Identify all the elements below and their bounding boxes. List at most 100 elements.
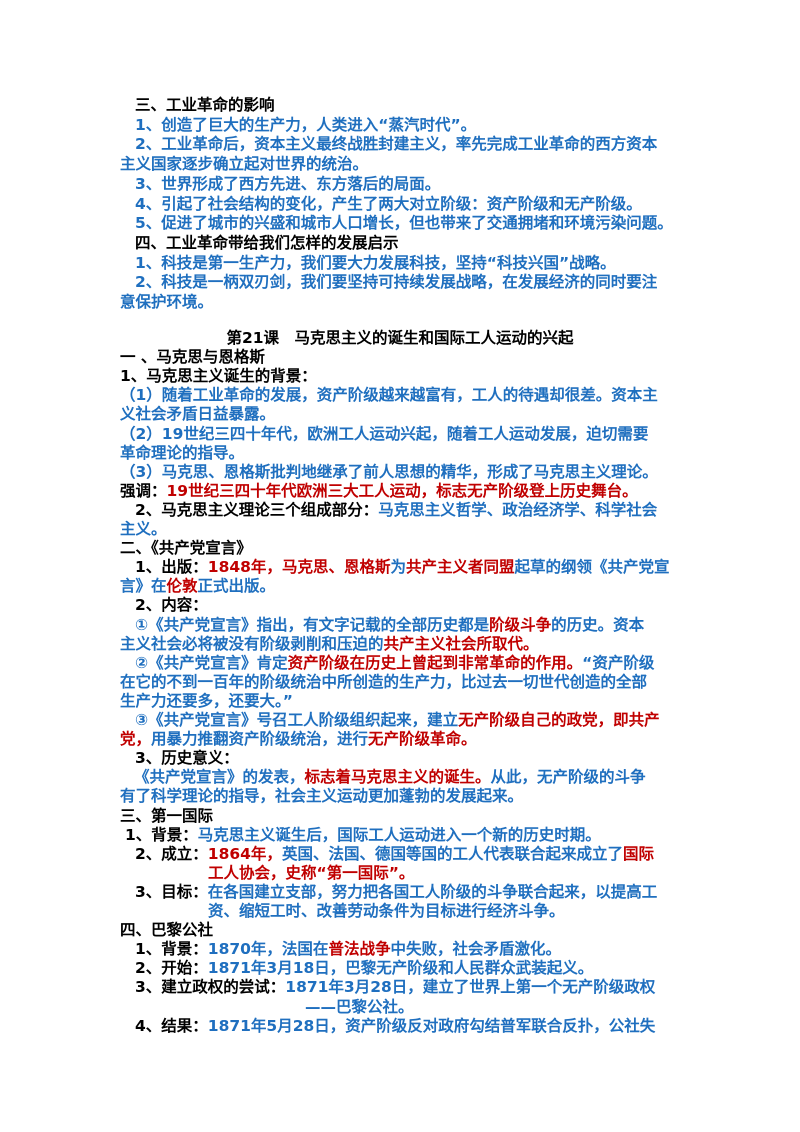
text-run: 1871年5月28日，资产阶级反对政府勾结普军联合反扑，公社失 — [207, 1016, 656, 1035]
text-run: 意保护环境。 — [120, 293, 214, 311]
text-run: ——巴黎公社。 — [305, 997, 414, 1016]
text-line: 2、内容： — [135, 596, 208, 615]
text-line: 3、世界形成了西方先进、东方落后的局面。 — [135, 175, 440, 194]
text-run: 2、成立： — [135, 844, 208, 863]
text-line: 言》在伦敦正式出版。 — [120, 577, 275, 596]
text-run: 无产阶级自己的政党，即共产 — [458, 711, 660, 729]
text-run: 从此，无产阶级的斗争 — [490, 768, 646, 787]
text-run: 工人协会，史称“第一国际”。 — [208, 863, 415, 882]
text-run: 伦敦 — [166, 577, 198, 596]
text-line: 主义。 — [120, 520, 167, 539]
text-line: 2、工业革命后，资本主义最终战胜封建主义，率先完成工业革命的西方资本 — [135, 135, 657, 154]
text-line: 2、马克思主义理论三个组成部分：马克思主义哲学、政治经济学、科学社会 — [135, 501, 657, 520]
text-run: 4、结果： — [135, 1016, 208, 1035]
text-run: 4、引起了社会结构的变化，产生了两大对立阶级：资产阶级和无产阶级。 — [135, 194, 642, 213]
text-run: 马克思主义诞生后，国际工人运动进入一个新的历史时期。 — [197, 825, 601, 844]
text-run: （2）19世纪三四十年代，欧洲工人运动兴起，随着工人运动发展，迫切需要 — [120, 424, 649, 443]
text-line: 主义社会必将被没有阶级剥削和压迫的共产主义社会所取代。 — [120, 635, 539, 654]
text-run: 四、巴黎公社 — [120, 921, 214, 940]
text-run: 3、目标： — [135, 882, 208, 901]
text-run: 5、促进了城市的兴盛和城市人口增长，但也带来了交通拥堵和环境污染问题。 — [135, 214, 673, 233]
text-line: 义社会矛盾日益暴露。 — [120, 405, 275, 424]
text-run: 19世纪三四十年代欧洲三大工人运动，标志无产阶级登上历史舞台。 — [166, 481, 638, 500]
text-line: 3、建立政权的尝试：1871年3月28日，建立了世界上第一个无产阶级政权 — [135, 978, 655, 997]
text-run: 1、科技是第一生产力，我们要大力发展科技，坚持“科技兴国”战略。 — [135, 253, 616, 272]
text-run: 第21课 马克思主义的诞生和国际工人运动的兴起 — [226, 329, 574, 347]
text-line: ①《共产党宣言》指出，有文字记载的全部历史都是阶级斗争的历史。资本 — [135, 616, 644, 635]
text-run: 1871年3月28日，建立了世界上第一个无产阶级政权 — [285, 978, 656, 997]
text-line: ②《共产党宣言》肯定资产阶级在历史上曾起到非常革命的作用。“资产阶级 — [135, 654, 654, 673]
text-line: 1、马克思主义诞生的背景： — [120, 367, 317, 386]
text-run: “资产阶级 — [582, 653, 655, 672]
text-line: 1、科技是第一生产力，我们要大力发展科技，坚持“科技兴国”战略。 — [135, 254, 616, 273]
text-run: 资产阶级在历史上曾起到非常革命的作用。 — [287, 653, 583, 672]
text-line: （2）19世纪三四十年代，欧洲工人运动兴起，随着工人运动发展，迫切需要 — [120, 425, 648, 444]
text-run: 三、工业革命的影响 — [135, 96, 275, 114]
text-line: 《共产党宣言》的发表，标志着马克思主义的诞生。从此，无产阶级的斗争 — [134, 768, 646, 787]
text-run: 国际 — [622, 844, 654, 863]
text-run: 1870年，法国在 — [207, 940, 329, 959]
text-line: 二、《共产党宣言》 — [120, 539, 252, 558]
text-run: 革命理论的指导。 — [120, 443, 245, 462]
text-line: 生产力还要多，还要大。” — [120, 692, 293, 711]
text-run: 生产力还要多，还要大。” — [120, 691, 293, 710]
text-line: 革命理论的指导。 — [120, 444, 244, 463]
text-run: 英国、法国、德国等国的工人代表联合起来成立了 — [281, 844, 623, 863]
text-run: 1、背景： — [125, 825, 198, 844]
text-run: ③《共产党宣言》号召工人阶级组织起来，建立 — [135, 711, 459, 729]
text-run: （1）随着工业革命的发展，资产阶级越来越富有，工人的待遇却很差。资本主 — [120, 386, 658, 405]
text-line: 4、结果：1871年5月28日，资产阶级反对政府勾结普军联合反扑，公社失 — [135, 1017, 655, 1036]
text-line: （1）随着工业革命的发展，资产阶级越来越富有，工人的待遇却很差。资本主 — [120, 386, 658, 405]
text-run: （3）马克思、恩格斯批判地继承了前人思想的精华，形成了马克思主义理论。 — [120, 462, 658, 481]
text-line: 1、出版：1848年，马克思、恩格斯为共产主义者同盟起草的纲领《共产党宣 — [135, 558, 670, 577]
text-line: 2、开始：1871年3月18日，巴黎无产阶级和人民群众武装起义。 — [135, 959, 593, 978]
text-line: 1、背景：马克思主义诞生后，国际工人运动进入一个新的历史时期。 — [125, 826, 601, 845]
text-run: 1、出版： — [135, 558, 208, 577]
text-run: 资、缩短工时、改善劳动条件为目标进行经济斗争。 — [208, 902, 565, 920]
text-run: 有了科学理论的指导，社会主义运动更加蓬勃的发展起来。 — [120, 787, 524, 806]
text-line: 主义国家逐步确立起对世界的统治。 — [120, 155, 368, 174]
text-run: 中失败，社会矛盾激化。 — [390, 940, 561, 959]
text-run: 2、工业革命后，资本主义最终战胜封建主义，率先完成工业革命的西方资本 — [135, 135, 658, 154]
text-run: 主义社会必将被没有阶级剥削和压迫的 — [120, 634, 384, 653]
text-line: 资、缩短工时、改善劳动条件为目标进行经济斗争。 — [208, 902, 565, 921]
text-run: 标志着马克思主义的诞生。 — [304, 768, 491, 787]
text-run: 马克思主义哲学、政治经济学、科学社会 — [378, 500, 658, 519]
text-line: 3、目标：在各国建立支部，努力把各国工人阶级的斗争联合起来，以提高工 — [135, 883, 657, 902]
text-run: 主义国家逐步确立起对世界的统治。 — [120, 155, 369, 174]
text-run: 1864年， — [207, 844, 282, 863]
text-run: 党， — [120, 730, 152, 749]
text-line: 有了科学理论的指导，社会主义运动更加蓬勃的发展起来。 — [120, 787, 523, 806]
text-run: 1871年3月18日，巴黎无产阶级和人民群众武装起义。 — [207, 959, 594, 978]
text-run: 在它的不到一百年的阶级统治中所创造的生产力，比过去一切世代创造的全部 — [120, 672, 648, 691]
text-run: 的历史。资本 — [551, 615, 645, 634]
text-run: 言》在 — [120, 577, 167, 596]
text-line: ——巴黎公社。 — [305, 998, 414, 1017]
text-run: ①《共产党宣言》指出，有文字记载的全部历史都是 — [135, 615, 490, 634]
text-run: 用暴力推翻资产阶级统治，进行 — [151, 730, 369, 749]
text-run: 2、马克思主义理论三个组成部分： — [135, 500, 379, 519]
text-run: 2、内容： — [135, 596, 208, 615]
text-run: 四、工业革命带给我们怎样的发展启示 — [135, 233, 399, 252]
text-run: 义社会矛盾日益暴露。 — [120, 405, 276, 424]
text-run: 正式出版。 — [197, 577, 276, 596]
text-run: 3、世界形成了西方先进、东方落后的局面。 — [135, 174, 441, 193]
text-line: 三、第一国际 — [120, 807, 213, 826]
text-line: 四、工业革命带给我们怎样的发展启示 — [135, 234, 399, 253]
text-run: 二、《共产党宣言》 — [120, 539, 252, 558]
text-line: 意保护环境。 — [120, 293, 213, 312]
text-run: 1、马克思主义诞生的背景： — [120, 367, 317, 386]
text-run: ②《共产党宣言》肯定 — [135, 653, 288, 672]
text-line: 四、巴黎公社 — [120, 921, 213, 940]
text-line: 一 、马克思与恩格斯 — [120, 348, 265, 367]
text-line: 2、成立：1864年，英国、法国、德国等国的工人代表联合起来成立了国际 — [135, 845, 654, 864]
text-line: 第21课 马克思主义的诞生和国际工人运动的兴起 — [0, 329, 800, 348]
text-line: 工人协会，史称“第一国际”。 — [208, 864, 414, 883]
text-run: 主义。 — [120, 520, 167, 538]
text-line: 2、科技是一柄双刃剑，我们要坚持可持续发展战略，在发展经济的同时要注 — [135, 273, 657, 292]
text-run: 共产主义者同盟 — [405, 558, 515, 577]
text-run: 1848年， — [207, 558, 282, 577]
text-line: 1、创造了巨大的生产力，人类进入“蒸汽时代”。 — [135, 116, 476, 135]
text-run: 在各国建立支部，努力把各国工人阶级的斗争联合起来，以提高工 — [207, 882, 658, 901]
